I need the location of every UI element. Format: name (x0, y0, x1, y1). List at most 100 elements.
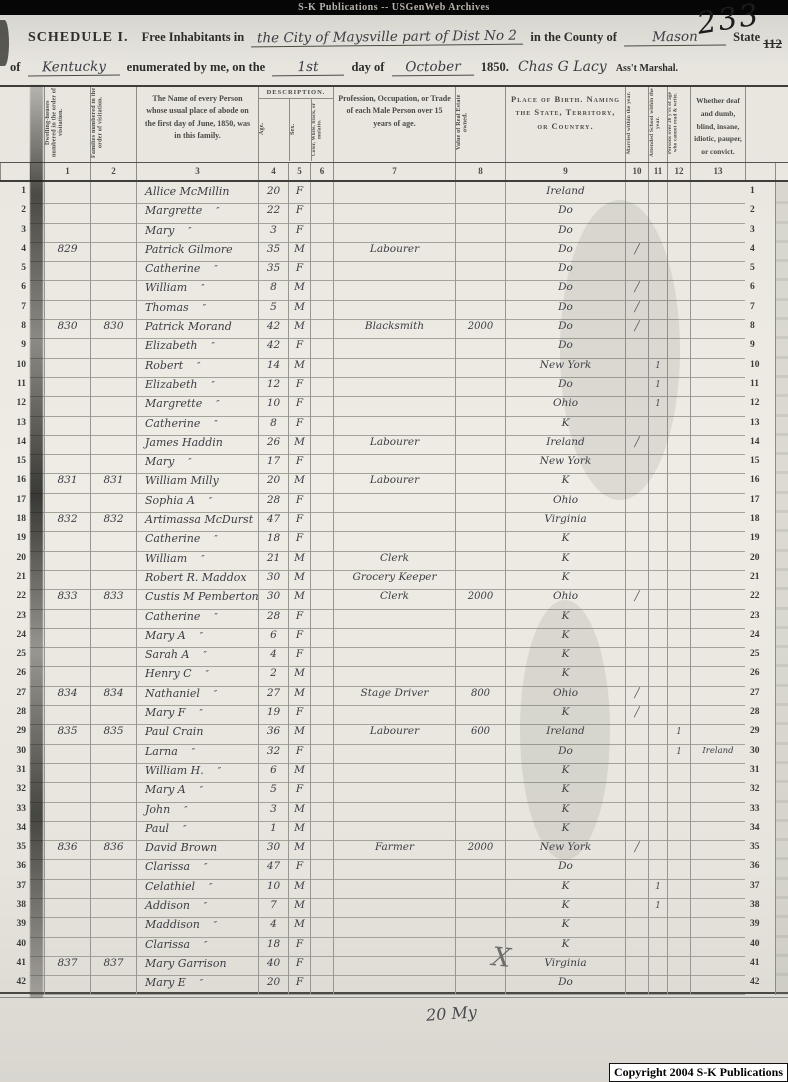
cell-remarks (690, 297, 745, 321)
cell-real-estate-value (455, 529, 505, 552)
cell-dwelling-number (44, 876, 90, 899)
cell-remarks (690, 645, 745, 668)
cell-profession (333, 606, 455, 629)
cell-profession (333, 876, 455, 899)
cell-birthplace: K (505, 799, 625, 822)
cell-age: 20 (258, 471, 288, 494)
left-line-number: 34 (16, 822, 27, 833)
cell-color (310, 780, 333, 803)
cell-family-number (90, 973, 136, 996)
cell-color (310, 625, 333, 649)
cell-remarks (690, 895, 745, 919)
cell-real-estate-value (455, 394, 505, 417)
cell-dwelling-number (44, 336, 90, 359)
left-line-number: 14 (16, 436, 27, 447)
cell-family-number (90, 490, 136, 514)
edge-cell (775, 760, 788, 784)
cell-attended-school (648, 413, 667, 436)
cell-attended-school: 1 (648, 355, 667, 378)
cell-profession (333, 741, 455, 764)
cell-dwelling-number (44, 664, 90, 687)
spacer (30, 163, 44, 180)
left-line-number: 42 (16, 977, 27, 988)
cell-sex: M (288, 471, 310, 494)
cell-remarks (690, 413, 745, 436)
edge-cell (775, 201, 788, 224)
cell-dwelling-number (44, 452, 90, 475)
cell-birthplace: Do (505, 317, 625, 340)
cell-dwelling-number: 830 (44, 317, 90, 340)
table-bottom-rule (0, 992, 788, 999)
table-row: 12 Margrette ″ 10 F Ohio 1 12 (0, 394, 788, 417)
col-num: 5 (288, 163, 310, 180)
cell-sex: F (288, 606, 310, 629)
left-line-number: 23 (16, 610, 27, 621)
cell-name: Catherine ″ (136, 529, 258, 552)
cell-age: 8 (258, 278, 288, 301)
cell-name: Sarah A ″ (136, 645, 258, 668)
cell-dwelling-number (44, 645, 90, 668)
table-row: 22 833 833 Custis M Pemberton 30 M Clerk… (0, 587, 788, 610)
cell-remarks (690, 760, 745, 784)
cell-birthplace: Do (505, 973, 625, 996)
table-row: 29 835 835 Paul Crain 36 M Labourer 600 … (0, 722, 788, 745)
cell-dwelling-number (44, 259, 90, 282)
cell-attended-school (648, 317, 667, 340)
cell-name: William ″ (136, 548, 258, 571)
cell-color (310, 567, 333, 591)
right-line-number: 5 (750, 263, 755, 274)
table-body: 1 Allice McMillin 20 F Ireland 1 2 Margr… (0, 182, 788, 996)
cell-family-number: 832 (90, 510, 136, 533)
cell-sex: M (288, 548, 310, 571)
col-header-name: The Name of every Person whose usual pla… (136, 87, 258, 162)
cell-family-number (90, 760, 136, 784)
cell-birthplace: Do (505, 336, 625, 359)
cell-real-estate-value (455, 973, 505, 996)
ditto-mark (223, 439, 237, 449)
cell-cannot-read-write (667, 355, 690, 378)
cell-dwelling-number (44, 818, 90, 842)
cell-family-number (90, 895, 136, 919)
ditto-mark (219, 477, 233, 487)
cell-name: William Milly (136, 471, 258, 494)
cell-remarks (690, 355, 745, 378)
cell-age: 30 (258, 838, 288, 861)
cell-attended-school (648, 973, 667, 996)
cell-dwelling-number: 835 (44, 722, 90, 745)
cell-age: 22 (258, 201, 288, 224)
cell-color (310, 664, 333, 687)
cell-family-number (90, 664, 136, 687)
cell-attended-school (648, 529, 667, 552)
cell-profession: Farmer (333, 838, 455, 861)
cell-remarks (690, 722, 745, 745)
ditto-mark: ″ (203, 651, 207, 662)
state-handwritten: Kentucky (27, 58, 120, 77)
cell-profession: Labourer (333, 239, 455, 263)
ditto-mark: ″ (204, 863, 208, 874)
cell-sex: F (288, 934, 310, 957)
cell-profession (333, 799, 455, 822)
cell-sex: F (288, 220, 310, 243)
cell-cannot-read-write (667, 876, 690, 899)
cell-cannot-read-write (667, 606, 690, 629)
cell-name: Mary A ″ (136, 780, 258, 803)
cell-real-estate-value (455, 201, 505, 224)
cell-birthplace: Do (505, 239, 625, 263)
cell-sex: M (288, 760, 310, 784)
cell-real-estate-value (455, 374, 505, 398)
cell-remarks (690, 606, 745, 629)
cell-profession (333, 664, 455, 687)
cell-color (310, 278, 333, 301)
cell-real-estate-value (455, 510, 505, 533)
col-header-family: Families numbered in the order of visita… (90, 87, 136, 162)
cell-remarks (690, 201, 745, 224)
cell-color (310, 182, 333, 205)
cell-cannot-read-write (667, 799, 690, 822)
cell-dwelling-number (44, 413, 90, 436)
cell-name: Mary E ″ (136, 973, 258, 996)
cell-real-estate-value (455, 915, 505, 938)
edge-cell (775, 182, 788, 205)
cell-married-within-year (625, 548, 648, 571)
cell-attended-school (648, 220, 667, 243)
cell-profession (333, 413, 455, 436)
